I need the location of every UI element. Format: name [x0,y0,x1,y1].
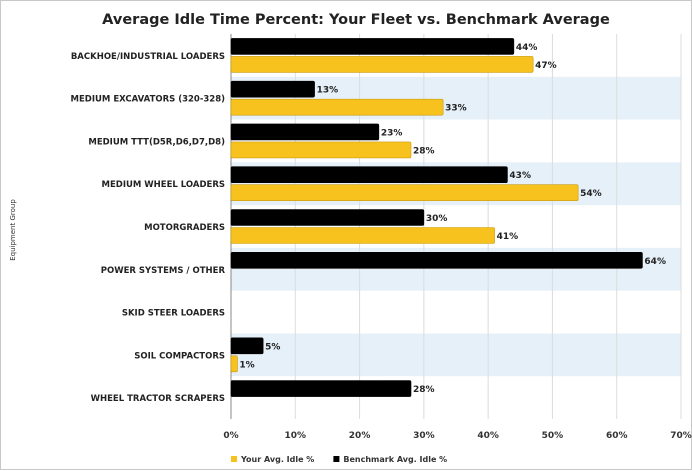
benchmark-avg-idle-bar [230,123,380,141]
benchmark-avg-idle-bar [230,80,315,98]
category-label: SKID STEER LOADERS [122,309,225,319]
benchmark-avg-idle-bar [230,251,643,269]
benchmark-avg-idle-value-label: 43% [509,171,531,181]
benchmark-avg-idle-bar [230,38,515,55]
benchmark-avg-idle-bar [230,166,508,184]
your-avg-idle-value-label: 33% [445,104,467,114]
benchmark-avg-idle-bar [230,337,264,355]
x-tick-label: 70% [670,431,692,441]
benchmark-avg-idle-value-label: 30% [426,214,448,224]
category-label: BACKHOE/INDUSTRIAL LOADERS [71,52,225,62]
category-label: MOTORGRADERS [144,223,225,233]
benchmark-avg-idle-value-label: 28% [413,385,435,395]
x-tick-label: 50% [542,431,564,441]
category-labels: BACKHOE/INDUSTRIAL LOADERS MEDIUM EXCAVAT… [71,52,226,404]
category-label: MEDIUM EXCAVATORS (320-328) [71,95,226,105]
your-avg-idle-value-label: 28% [413,146,435,156]
bars: 44% 47% 13% 33% 23% 28% 43% 54% 30% 41% 64% 5% 1% 28% [230,38,666,397]
legend-label: Benchmark Avg. Idle % [343,455,447,464]
your-avg-idle-bar [230,227,495,244]
your-avg-idle-bar [230,355,238,373]
category-label: POWER SYSTEMS / OTHER [101,266,226,276]
x-tick-label: 30% [413,431,435,441]
grid-lines [230,34,682,419]
benchmark-avg-idle-value-label: 5% [265,342,280,352]
benchmark-avg-idle-bar [230,380,412,397]
category-label: WHEEL TRACTOR SCRAPERS [91,394,225,404]
your-avg-idle-bar [230,184,579,202]
legend: Your Avg. Idle % Benchmark Avg. Idle % [231,455,447,464]
x-tick-label: 60% [606,431,628,441]
x-tick-labels: 0% 10% 20% 30% 40% 50% 60% 70% [223,431,691,441]
x-tick-label: 40% [477,431,499,441]
x-tick-label: 0% [223,431,238,441]
category-label: MEDIUM TTT(D5R,D6,D7,D8) [88,137,225,147]
row-band [231,333,681,377]
your-avg-idle-value-label: 41% [497,232,519,242]
benchmark-avg-idle-value-label: 64% [644,257,666,267]
x-tick-label: 20% [349,431,371,441]
your-avg-idle-value-label: 47% [535,61,557,71]
your-avg-idle-bar [230,98,444,116]
your-avg-idle-value-label: 1% [239,360,254,370]
x-tick-label: 10% [285,431,307,441]
your-avg-idle-bar [230,141,412,159]
benchmark-avg-idle-value-label: 23% [381,128,403,138]
y-axis-label: Equipment Group [9,199,17,261]
benchmark-avg-idle-value-label: 13% [317,86,339,96]
your-avg-idle-bar [230,56,534,73]
benchmark-avg-idle-bar [230,209,425,226]
legend-swatch [231,456,237,462]
category-label: SOIL COMPACTORS [134,351,225,361]
chart-title: Average Idle Time Percent: Your Fleet vs… [102,12,610,28]
category-label: MEDIUM WHEEL LOADERS [102,180,226,190]
legend-label: Your Avg. Idle % [240,455,314,464]
benchmark-avg-idle-value-label: 44% [516,43,538,53]
legend-swatch [333,456,340,462]
row-bands [231,76,681,377]
your-avg-idle-value-label: 54% [580,189,602,199]
